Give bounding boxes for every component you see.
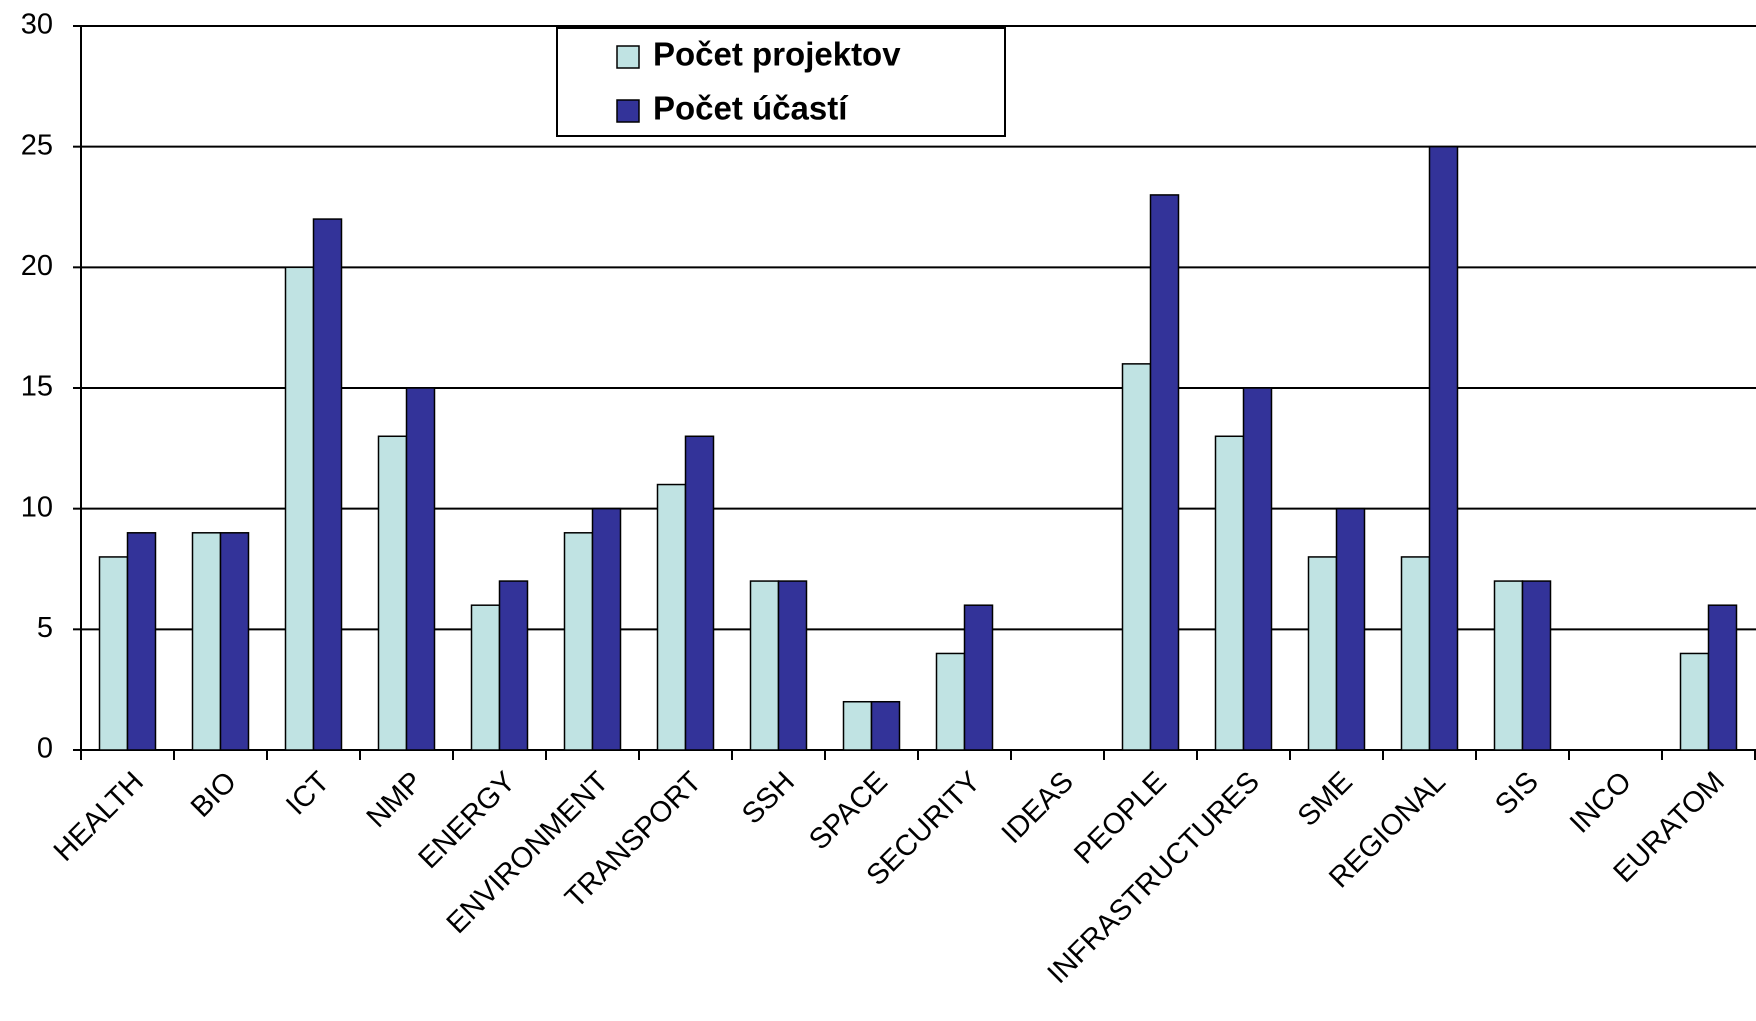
bar bbox=[1707, 604, 1738, 751]
bar bbox=[312, 218, 343, 751]
bar bbox=[1400, 556, 1431, 751]
bar bbox=[656, 483, 687, 751]
x-tick-label: ICT bbox=[280, 766, 336, 822]
bar bbox=[284, 266, 315, 751]
bar bbox=[126, 532, 157, 751]
y-tick-label: 5 bbox=[37, 612, 53, 644]
y-tick-label: 30 bbox=[21, 9, 53, 41]
bar bbox=[684, 435, 715, 751]
x-tick-label: SPACE bbox=[803, 766, 894, 857]
legend-label: Počet projektov bbox=[653, 36, 901, 73]
bar bbox=[563, 532, 594, 751]
bar bbox=[1307, 556, 1338, 751]
bar bbox=[191, 532, 222, 751]
x-tick-label: IDEAS bbox=[996, 766, 1080, 850]
y-tick-label: 20 bbox=[21, 250, 53, 282]
bar bbox=[1242, 387, 1273, 751]
bar bbox=[470, 604, 501, 751]
x-tick-label: SME bbox=[1292, 766, 1359, 833]
x-tick-label: SSH bbox=[736, 766, 801, 831]
bar bbox=[870, 700, 901, 751]
bar bbox=[405, 387, 436, 751]
bar bbox=[219, 532, 250, 751]
bar bbox=[1521, 580, 1552, 751]
bar bbox=[749, 580, 780, 751]
y-tick-label: 0 bbox=[37, 733, 53, 765]
bar bbox=[777, 580, 808, 751]
legend-label: Počet účastí bbox=[653, 90, 849, 127]
bar bbox=[98, 556, 129, 751]
legend-swatch bbox=[616, 45, 640, 69]
x-tick-label: HEALTH bbox=[48, 766, 150, 868]
bar bbox=[1493, 580, 1524, 751]
legend-swatch bbox=[616, 99, 640, 123]
bar bbox=[1428, 145, 1459, 751]
x-tick-label: ENVIRONMENT bbox=[441, 766, 615, 940]
y-tick-label: 10 bbox=[21, 491, 53, 523]
bar bbox=[498, 580, 529, 751]
bar bbox=[842, 700, 873, 751]
bar bbox=[377, 435, 408, 751]
bar bbox=[935, 652, 966, 751]
x-tick-label: SIS bbox=[1489, 766, 1545, 822]
y-tick-label: 25 bbox=[21, 129, 53, 161]
bar bbox=[1121, 363, 1152, 751]
bar bbox=[1679, 652, 1710, 751]
x-tick-label: INCO bbox=[1564, 766, 1638, 840]
bar bbox=[1335, 507, 1366, 751]
bar bbox=[591, 507, 622, 751]
bar bbox=[1214, 435, 1245, 751]
x-tick-label: NMP bbox=[361, 766, 429, 834]
bar bbox=[1149, 194, 1180, 751]
y-tick-label: 15 bbox=[21, 371, 53, 403]
x-tick-label: BIO bbox=[185, 766, 243, 824]
bar bbox=[963, 604, 994, 751]
